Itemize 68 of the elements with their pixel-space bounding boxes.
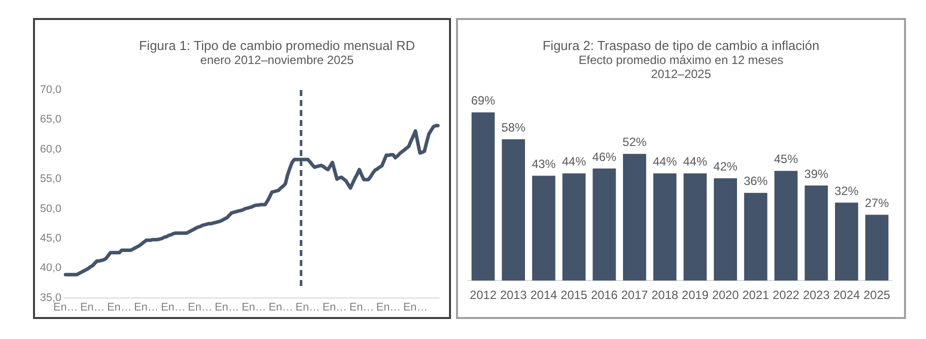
x-tick-label: En… [403,301,428,314]
bar [865,214,888,281]
x-tick-label: 2021 [742,288,770,302]
x-tick-label: 2016 [590,288,618,302]
data-label: 69% [471,94,496,108]
bar [714,178,738,281]
x-tick-label: En… [160,301,186,314]
bar [622,154,646,281]
x-tick-label: En… [376,301,401,314]
bar [684,173,707,281]
x-tick-label: En… [296,301,320,314]
y-tick-label: 45,0 [40,232,62,244]
data-label: 44% [562,154,586,169]
x-tick-label: En… [53,301,78,314]
y-tick-label: 65,0 [40,114,62,126]
data-label: 52% [622,135,647,150]
data-label: 39% [804,166,829,181]
y-tick-label: 60,0 [40,143,62,156]
bar [834,202,858,281]
x-tick-label: 2023 [802,288,830,302]
data-label: 44% [683,154,708,169]
x-tick-label: En… [188,301,212,314]
x-tick-label: 2022 [772,288,800,302]
x-tick-label: 2024 [833,288,860,302]
y-tick-label: 55,0 [40,173,62,186]
x-tick-label: En… [268,301,294,314]
chart-title: Figura 2: Traspaso de tipo de cambio a inflación [542,38,820,53]
data-label: 45% [774,152,798,166]
x-tick-label: En… [322,301,347,314]
data-label: 58% [501,120,526,135]
x-tick-label: En… [134,301,159,314]
chart-subtitle: Efecto promedio máximo en 12 meses 2012–2025 [578,53,784,81]
x-tick-label: En… [107,301,132,314]
data-label: 42% [713,160,738,174]
bar [472,112,495,281]
bar [502,139,526,281]
chart-title: Figura 1: Tipo de cambio promedio mensual RD [138,38,416,53]
data-label: 43% [532,157,556,172]
data-label: 27% [864,196,890,210]
chart-subtitle: enero 2012–noviembre 2025 [199,53,355,67]
bar [562,173,586,281]
y-tick-label: 40,0 [40,262,62,274]
data-label: 46% [592,150,617,164]
y-tick-label: 50,0 [40,202,62,215]
bar [532,176,556,281]
x-tick-label: 2015 [560,288,588,302]
y-tick-label: 35,0 [40,292,62,304]
bar [653,173,676,281]
bar [592,168,616,281]
x-tick-label: En… [80,301,105,314]
y-tick-label: 70,0 [40,84,62,96]
x-tick-label: 2013 [500,288,528,302]
x-tick-label: En… [242,301,266,314]
x-tick-label: 2014 [530,288,558,302]
x-tick-label: 2018 [652,288,679,302]
bar [774,170,798,281]
x-tick-label: 2019 [682,288,709,302]
bar [744,192,768,281]
x-tick-label: En… [349,301,374,314]
x-tick-label: En… [214,301,240,314]
x-tick-label: 2025 [864,288,891,302]
x-tick-label: 2017 [621,288,648,302]
x-tick-label: 2012 [470,288,497,302]
data-label: 44% [652,154,678,169]
bar [804,186,828,281]
data-label: 36% [744,174,768,188]
data-label: 32% [834,184,859,198]
x-tick-label: 2020 [712,288,740,302]
